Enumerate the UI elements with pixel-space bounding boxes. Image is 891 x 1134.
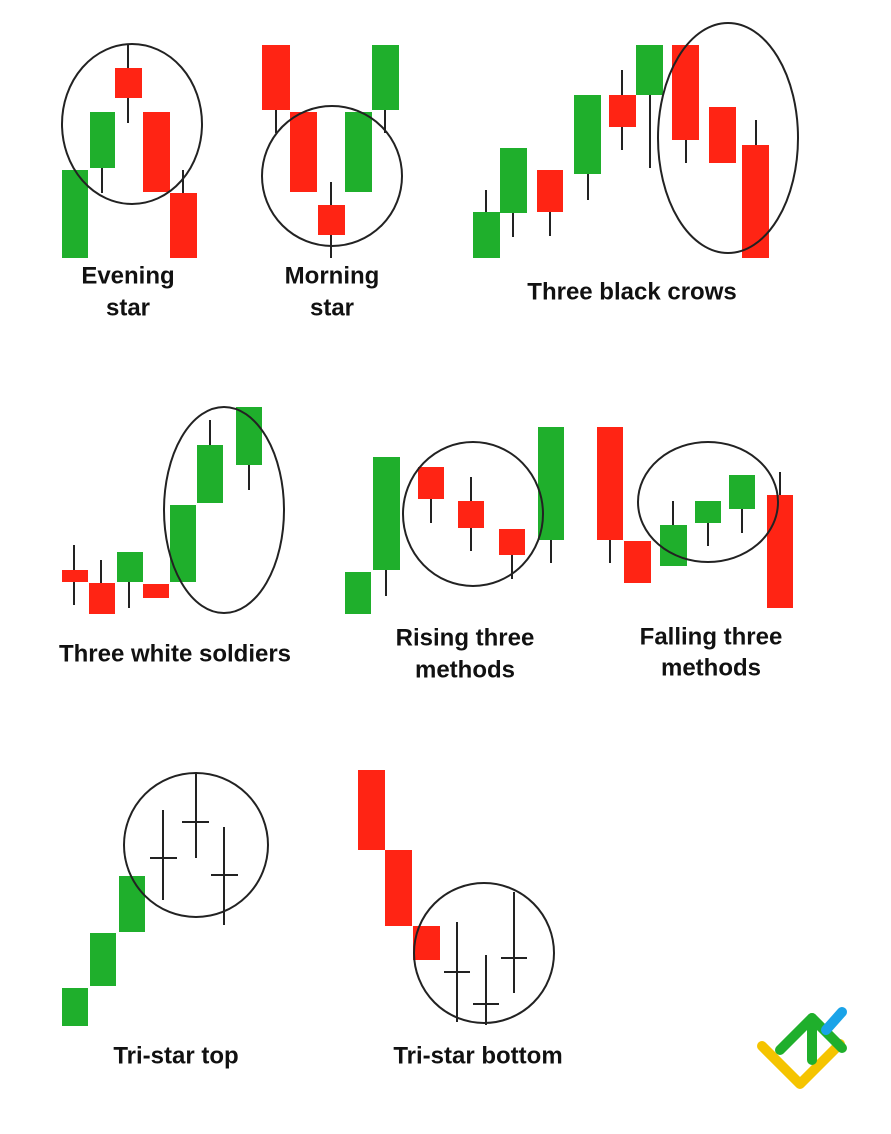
pattern-label: Tri-star top (113, 1042, 238, 1069)
pattern-label: Falling three (640, 623, 783, 650)
tri-star-bottom-pattern (358, 770, 555, 1025)
pattern-label: Three black crows (527, 278, 736, 305)
rising-three-methods-pattern (345, 427, 564, 614)
logo (757, 1007, 847, 1089)
tri-star-top-pattern (62, 772, 269, 1026)
pattern-label: methods (415, 656, 515, 683)
evening-star-pattern (61, 43, 203, 258)
pattern-label: star (106, 294, 150, 321)
three-white-soldiers-pattern (62, 406, 285, 614)
pattern-label: star (310, 294, 354, 321)
pattern-label: Morning (285, 262, 380, 289)
pattern-label: Three white soldiers (59, 640, 291, 667)
pattern-label: Tri-star bottom (393, 1042, 562, 1069)
falling-three-methods-pattern (597, 427, 793, 608)
pattern-label: Evening (81, 262, 174, 289)
morning-star-pattern (261, 45, 403, 258)
pattern-label: methods (661, 654, 761, 681)
three-black-crows-pattern (473, 22, 799, 258)
pattern-label: Rising three (396, 624, 535, 651)
